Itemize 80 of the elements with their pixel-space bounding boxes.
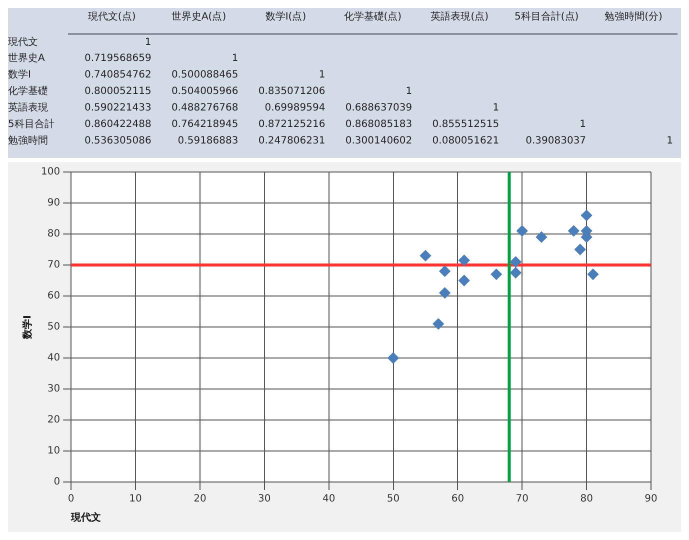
x-tick-label: 化学基礎(点) [344, 10, 402, 23]
x-tick-label: 勉強時間(分) [604, 10, 663, 23]
point [439, 266, 450, 277]
point [458, 254, 470, 266]
point [490, 268, 502, 280]
point [510, 256, 522, 268]
data-label: 0.59186883 [178, 135, 238, 146]
y-tick-label: 50 [47, 322, 60, 333]
point [458, 275, 470, 286]
data-label: 1 [406, 86, 412, 98]
y-tick-label: 60 [47, 290, 60, 302]
x-tick-label: 英語表現(点) [430, 10, 489, 23]
data-label: 0.740854762 [84, 70, 152, 81]
data-label: 0.872125216 [258, 118, 326, 130]
x-tick-label: 40 [322, 494, 336, 505]
data-label: 1 [232, 53, 238, 64]
point [432, 318, 444, 330]
y-tick-label: 10 [47, 446, 60, 457]
x-tick-label: 5科目合計(点) [514, 10, 579, 23]
y-tick-label: 5科目合計 [8, 118, 54, 130]
y-tick-label: 40 [47, 352, 60, 364]
data-label: 0.835071206 [258, 86, 326, 98]
x-tick-label: 30 [258, 494, 271, 505]
point [388, 352, 399, 364]
y-tick-label: 0 [54, 476, 60, 488]
y-tick-label: 化学基礎 [8, 85, 48, 98]
data-label: 1 [580, 118, 586, 130]
point [536, 232, 547, 243]
data-label: 0.719568659 [84, 53, 152, 64]
data-label: 0.247806231 [258, 135, 326, 146]
point [568, 225, 580, 236]
x-tick-label: 数学Ⅰ(点) [265, 10, 306, 23]
y-tick-label: 英語表現 [8, 102, 48, 114]
point [516, 225, 528, 236]
data-label: 0.688637039 [345, 102, 412, 114]
data-label: 0.764218945 [171, 118, 238, 130]
x-tick-label: 現代文(点) [88, 10, 136, 23]
x-tick-label: 20 [194, 494, 206, 505]
data-label: 0.590221433 [84, 102, 152, 114]
y-tick-label: 90 [47, 198, 60, 209]
y-tick-label: 数学Ⅰ [8, 68, 31, 81]
y-tick-label: 30 [47, 384, 60, 395]
data-label: 1 [666, 135, 673, 146]
data-label: 0.536305086 [84, 135, 152, 146]
x-tick-label: 60 [451, 494, 464, 505]
x-tick-label: 0 [68, 494, 74, 505]
point [420, 250, 431, 262]
point [439, 287, 450, 298]
point [510, 267, 522, 278]
data-label: 1 [144, 36, 152, 48]
y-tick-label: 20 [47, 414, 60, 426]
data-label: 0.504005966 [171, 86, 238, 98]
y-tick-label: 100 [40, 166, 60, 178]
data-label: 0.300140602 [345, 135, 412, 146]
data-label: 0.855512515 [432, 118, 500, 130]
point [581, 210, 592, 221]
y-tick-label: 世界史A [8, 52, 45, 64]
y-tick-label: 70 [47, 260, 60, 271]
x-axis-title: 現代文 [70, 512, 102, 524]
data-label: 0.080051621 [432, 135, 500, 146]
data-label: 0.860422488 [84, 118, 152, 130]
point [588, 268, 599, 280]
x-tick-label: 10 [129, 494, 142, 505]
data-label: 0.488276768 [171, 102, 238, 114]
data-label: 1 [492, 102, 500, 114]
y-tick-label: 勉強時間 [8, 134, 48, 146]
data-label: 0.868085183 [345, 118, 412, 130]
data-label: 0.69989594 [264, 102, 326, 114]
x-tick-label: 80 [580, 494, 593, 505]
x-tick-label: 50 [386, 494, 400, 505]
y-tick-label: 現代文 [8, 36, 38, 48]
point [574, 244, 586, 255]
data-label: 0.500088465 [171, 70, 238, 81]
data-label: 1 [318, 70, 326, 81]
x-tick-label: 70 [516, 494, 528, 505]
x-tick-label: 90 [644, 494, 658, 505]
data-label: 0.39083037 [526, 135, 586, 146]
data-label: 0.800052115 [84, 86, 152, 98]
y-tick-label: 80 [47, 228, 60, 240]
x-tick-label: 世界史A(点) [171, 10, 226, 23]
